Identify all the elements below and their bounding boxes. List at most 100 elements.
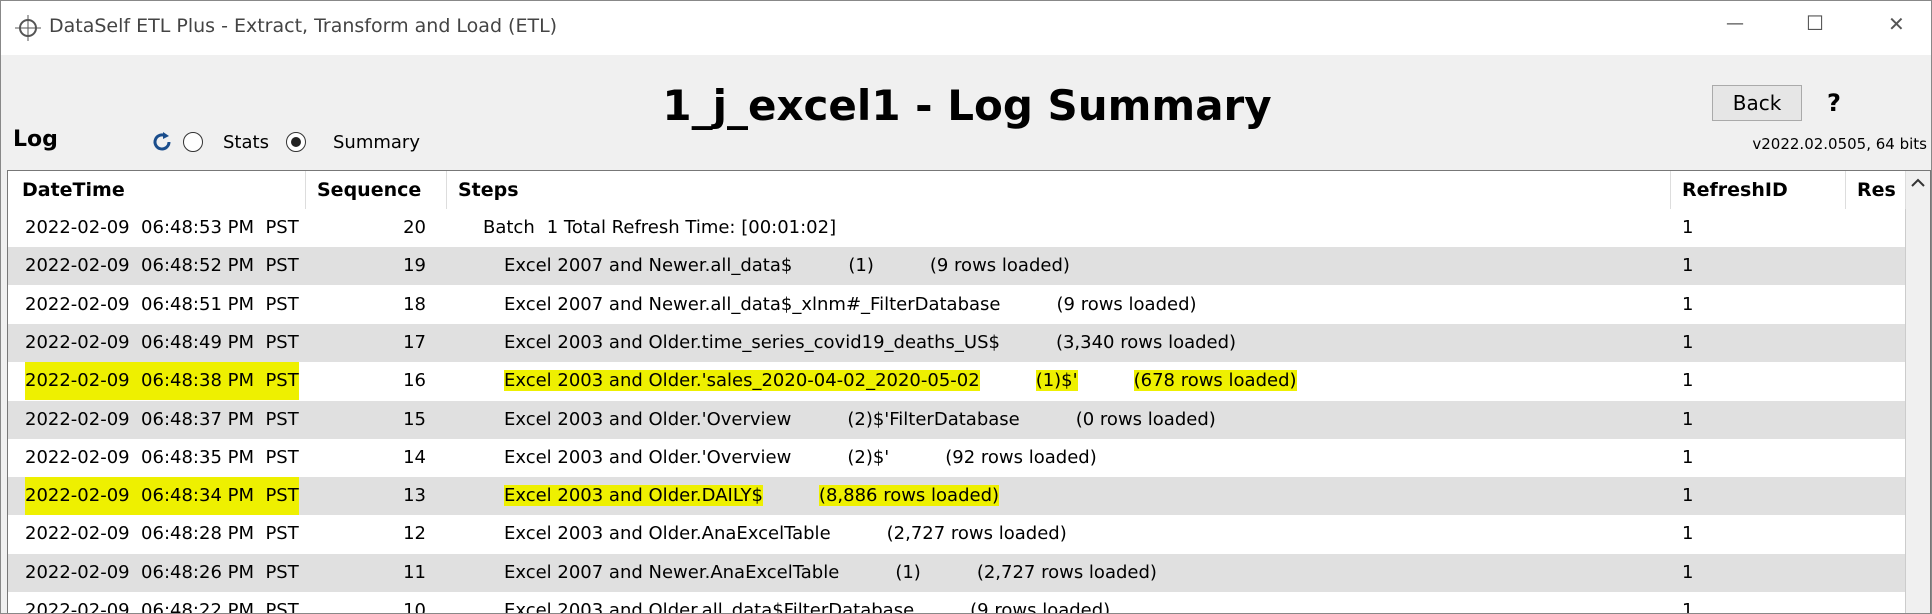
steps-cell: Excel 2003 and Older.'Overview (2)$'Filte… bbox=[504, 401, 1272, 439]
step-part: 1 Total Refresh Time: [00:01:02] bbox=[546, 217, 837, 238]
refresh-id-cell: 1 bbox=[1682, 408, 1694, 430]
radio[interactable] bbox=[183, 132, 203, 152]
steps-cell: Excel 2003 and Older.AnaExcelTable (2,727… bbox=[504, 515, 1123, 553]
step-part: (92 rows loaded) bbox=[945, 446, 1097, 468]
refresh-icon[interactable] bbox=[149, 129, 175, 155]
table-row[interactable]: 2022-02-09 06:48:22 PM PST 10 Excel 2003 a… bbox=[8, 592, 1905, 614]
step-part: (9 rows loaded) bbox=[929, 255, 1070, 277]
step-part: Excel 2003 and Older.DAILY$ bbox=[504, 485, 763, 507]
table-row[interactable]: 2022-02-09 06:48:35 PM PST 14 Excel 2003 a… bbox=[8, 438, 1905, 477]
sequence-cell: 13 bbox=[403, 485, 426, 507]
refresh-id-cell: 1 bbox=[1682, 561, 1694, 583]
sequence-cell: 16 bbox=[403, 370, 426, 392]
step-part: (3,340 rows loaded) bbox=[1055, 331, 1237, 353]
close[interactable]: ✕ bbox=[1888, 12, 1905, 36]
table-row[interactable]: 2022-02-09 06:48:38 PM PST 16 Excel 2003 a… bbox=[8, 362, 1905, 401]
column-header[interactable]: RefreshID bbox=[1670, 171, 1846, 209]
datetime-cell: 2022-02-09 06:48:34 PM PST bbox=[25, 477, 299, 516]
sequence-cell: 11 bbox=[403, 561, 426, 583]
column-header[interactable]: Steps bbox=[446, 171, 1671, 209]
step-part: (1) bbox=[848, 255, 874, 277]
step-part: (2)$'FilterDatabase bbox=[847, 408, 1020, 430]
step-part: (8,886 rows loaded) bbox=[818, 485, 1000, 507]
title-bar: DataSelf ETL Plus - Extract, Transform a… bbox=[1, 1, 1931, 55]
table-row[interactable]: 2022-02-09 06:48:37 PM PST 15 Excel 2003 a… bbox=[8, 400, 1905, 439]
refresh-id-cell: 1 bbox=[1682, 331, 1694, 353]
step-part: (9 rows loaded) bbox=[1056, 293, 1197, 315]
step-part: Excel 2003 and Older.'Overview bbox=[504, 408, 792, 430]
radio-label[interactable]: Summary bbox=[333, 132, 420, 153]
refresh-id-cell: 1 bbox=[1682, 485, 1694, 507]
table-row[interactable]: 2022-02-09 06:48:28 PM PST 12 Excel 2003 a… bbox=[8, 515, 1905, 554]
step-part: (2)$' bbox=[847, 446, 890, 468]
version: v2022.02.0505, 64 bits bbox=[1752, 135, 1927, 153]
steps-cell: Excel 2003 and Older.all_data$FilterData… bbox=[504, 592, 1166, 614]
datetime-cell: 2022-02-09 06:48:28 PM PST bbox=[25, 523, 299, 545]
sequence-cell: 12 bbox=[403, 523, 426, 545]
steps-cell: Excel 2003 and Older.DAILY$ (8,886 rows l… bbox=[504, 477, 1055, 515]
page-title: 1_j_excel1 - Log Summary bbox=[662, 81, 1272, 130]
step-part: (1) bbox=[895, 561, 921, 583]
table-row[interactable]: 2022-02-09 06:48:34 PM PST 13 Excel 2003 a… bbox=[8, 477, 1905, 516]
step-part: Excel 2007 and Newer.AnaExcelTable bbox=[504, 561, 840, 583]
datetime-cell: 2022-02-09 06:48:37 PM PST bbox=[25, 408, 299, 430]
help-button[interactable]: ? bbox=[1827, 89, 1841, 117]
minimize[interactable]: — bbox=[1726, 13, 1744, 34]
datetime-cell: 2022-02-09 06:48:26 PM PST bbox=[25, 561, 299, 583]
table-row[interactable]: 2022-02-09 06:48:49 PM PST 17 Excel 2003 a… bbox=[8, 323, 1905, 362]
scrollbar[interactable] bbox=[1905, 171, 1930, 613]
steps-cell: Excel 2007 and Newer.all_data$_xlnm#_Fil… bbox=[504, 286, 1253, 324]
steps-cell: Batch 1 Total Refresh Time: [00:01:02] bbox=[483, 209, 848, 247]
sequence-cell: 20 bbox=[403, 217, 426, 238]
log-label: Log bbox=[13, 127, 58, 152]
sequence-cell: 14 bbox=[403, 446, 426, 468]
column-header[interactable]: DateTime bbox=[8, 171, 306, 209]
sequence-cell: 19 bbox=[403, 255, 426, 277]
step-part: Excel 2003 and Older.all_data$FilterData… bbox=[504, 600, 915, 614]
window-title: DataSelf ETL Plus - Extract, Transform a… bbox=[49, 15, 558, 37]
steps-cell: Excel 2003 and Older.time_series_covid19… bbox=[504, 324, 1292, 362]
header-row: DateTime Sequence Steps RefreshID Res bbox=[8, 171, 1906, 210]
refresh-id-cell: 1 bbox=[1682, 217, 1694, 238]
table-row[interactable]: 2022-02-09 06:48:53 PM PST 20 Batch 1 Total… bbox=[8, 209, 1905, 247]
steps-cell: Excel 2003 and Older.'Overview (2)$' (92 r… bbox=[504, 439, 1153, 477]
sequence-cell: 10 bbox=[403, 600, 426, 614]
column-header[interactable]: Sequence bbox=[305, 171, 447, 209]
app-icon bbox=[15, 15, 41, 41]
radio[interactable] bbox=[286, 132, 306, 152]
radio-dot bbox=[291, 137, 301, 147]
step-part: (678 rows loaded) bbox=[1133, 370, 1297, 392]
radio-label[interactable]: Stats bbox=[223, 132, 269, 153]
table-row[interactable]: 2022-02-09 06:48:52 PM PST 19 Excel 2007 a… bbox=[8, 247, 1905, 286]
step-part: (2,727 rows loaded) bbox=[976, 561, 1157, 583]
datetime-cell: 2022-02-09 06:48:49 PM PST bbox=[25, 331, 299, 353]
refresh-id-cell: 1 bbox=[1682, 370, 1694, 392]
column-header[interactable]: Res bbox=[1845, 171, 1906, 209]
refresh-id-cell: 1 bbox=[1682, 523, 1694, 545]
steps-cell: Excel 2003 and Older.'sales_2020-04-02_2… bbox=[504, 362, 1353, 400]
step-part: Excel 2007 and Newer.all_data$ bbox=[504, 255, 793, 277]
refresh-id-cell: 1 bbox=[1682, 255, 1694, 277]
table-row[interactable]: 2022-02-09 06:48:51 PM PST 18 Excel 2007 a… bbox=[8, 285, 1905, 324]
back-button[interactable]: Back bbox=[1712, 85, 1802, 121]
step-part: (0 rows loaded) bbox=[1075, 408, 1216, 430]
steps-cell: Excel 2007 and Newer.all_data$ (1) (9 rows… bbox=[504, 247, 1126, 285]
datetime-cell: 2022-02-09 06:48:52 PM PST bbox=[25, 255, 299, 277]
refresh-id-cell: 1 bbox=[1682, 600, 1694, 614]
datetime-cell: 2022-02-09 06:48:35 PM PST bbox=[25, 446, 299, 468]
step-part: Excel 2003 and Older.'sales_2020-04-02_2… bbox=[504, 370, 980, 392]
step-part: (1)$' bbox=[1035, 370, 1078, 392]
step-part: Excel 2003 and Older.time_series_covid19… bbox=[504, 331, 1000, 353]
maximize[interactable]: ☐ bbox=[1806, 11, 1824, 35]
table-row[interactable]: 2022-02-09 06:48:26 PM PST 11 Excel 2007 a… bbox=[8, 553, 1905, 592]
step-part: (2,727 rows loaded) bbox=[886, 523, 1067, 545]
sequence-cell: 17 bbox=[403, 331, 426, 353]
refresh-id-cell: 1 bbox=[1682, 446, 1694, 468]
step-part: Excel 2003 and Older.'Overview bbox=[504, 446, 792, 468]
step-part: Batch bbox=[483, 217, 535, 238]
sequence-cell: 18 bbox=[403, 293, 426, 315]
datetime-cell: 2022-02-09 06:48:38 PM PST bbox=[25, 362, 299, 401]
step-part: Excel 2007 and Newer.all_data$_xlnm#_Fil… bbox=[504, 293, 1001, 315]
datetime-cell: 2022-02-09 06:48:53 PM PST bbox=[25, 217, 299, 238]
datetime-cell: 2022-02-09 06:48:22 PM PST bbox=[25, 600, 299, 614]
